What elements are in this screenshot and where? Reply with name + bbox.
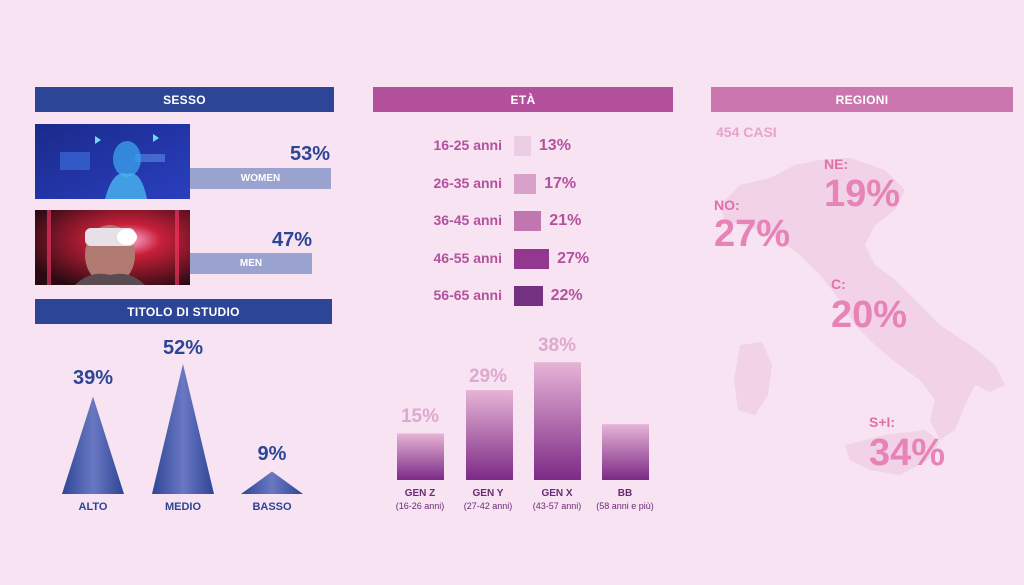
- age-label: 56-65 anni: [433, 287, 502, 303]
- age-label: 26-35 anni: [433, 174, 502, 191]
- sesso-header: SESSO: [35, 87, 334, 112]
- age-pct: 22%: [550, 287, 583, 304]
- age-bar: [514, 211, 542, 231]
- si-pct: 34%: [869, 432, 946, 474]
- c-label: C:: [831, 276, 846, 292]
- edu-triangle: [241, 471, 303, 494]
- edu-triangle: [152, 364, 214, 494]
- genx-pct: 38%: [537, 335, 577, 356]
- men-pct: 47%: [271, 229, 312, 251]
- regioni-header: REGIONI: [711, 87, 1013, 112]
- age-bar: [514, 248, 550, 269]
- casi-count: 454 CASI: [716, 124, 777, 140]
- no-pct: 27%: [714, 213, 791, 255]
- geny-label: GEN Y: [472, 488, 504, 499]
- age-bar: [514, 173, 537, 194]
- women-pct: 53%: [289, 143, 330, 165]
- basso-label: BASSO: [252, 501, 292, 513]
- ne-pct: 19%: [824, 173, 901, 215]
- age-label: 36-45 anni: [433, 212, 502, 228]
- age-pct: 13%: [538, 137, 571, 154]
- age-label: 46-55 anni: [433, 249, 502, 266]
- gen-bar: [397, 433, 444, 480]
- genz-sub: (16-26 anni): [395, 501, 445, 511]
- ne-label: NE:: [824, 156, 849, 172]
- geny-sub: (27-42 anni): [463, 501, 513, 511]
- age-bar: [514, 136, 531, 156]
- basso-pct: 9%: [257, 443, 287, 465]
- age-pct: 17%: [544, 174, 577, 192]
- bb-sub: (58 anni e più): [596, 501, 654, 511]
- genx-label: GEN X: [541, 488, 573, 499]
- italy-map: [720, 158, 1005, 475]
- medio-label: MEDIO: [164, 501, 202, 513]
- gen-bar: [534, 362, 581, 480]
- alto-pct: 39%: [72, 367, 114, 389]
- age-pct: 27%: [557, 249, 590, 267]
- no-label: NO:: [714, 197, 740, 213]
- medio-pct: 52%: [162, 337, 204, 359]
- genz-pct: 15%: [400, 406, 440, 427]
- women-vr-photo: [35, 124, 190, 199]
- bb-label: BB: [617, 488, 633, 499]
- c-pct: 20%: [831, 294, 908, 336]
- age-bar: [514, 286, 543, 306]
- gen-bar: [602, 424, 649, 480]
- genz-label: GEN Z: [404, 488, 436, 499]
- si-label: S+I:: [869, 414, 896, 430]
- age-pct: 21%: [549, 212, 582, 229]
- genx-sub: (43-57 anni): [532, 501, 582, 511]
- edu-triangle: [62, 396, 124, 494]
- studio-header: TITOLO DI STUDIO: [35, 299, 332, 324]
- eta-header: ETÀ: [373, 87, 673, 112]
- men-bar: MEN: [190, 253, 312, 274]
- women-bar: WOMEN: [190, 168, 331, 189]
- alto-label: ALTO: [78, 501, 108, 513]
- men-vr-photo: [35, 210, 190, 285]
- geny-pct: 29%: [468, 366, 508, 387]
- age-label: 16-25 anni: [433, 137, 502, 153]
- gen-bar: [466, 390, 513, 480]
